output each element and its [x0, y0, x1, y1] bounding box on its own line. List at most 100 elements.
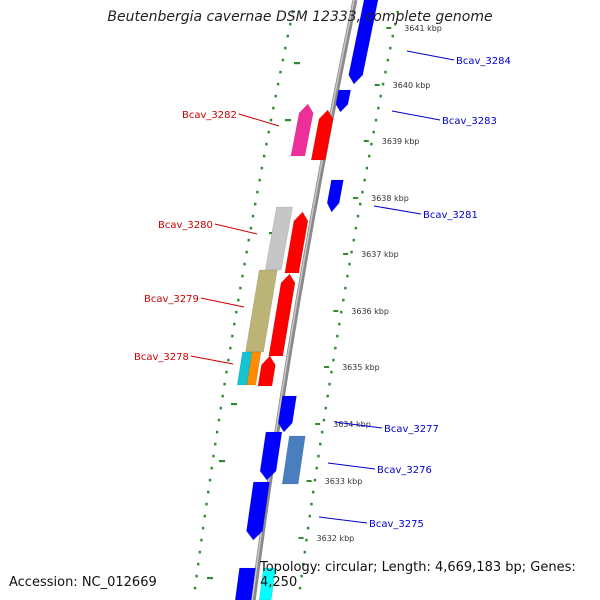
kbp-tick-label: 3636 kbp	[351, 307, 389, 316]
tick-mark	[298, 537, 304, 539]
ring-dash	[328, 382, 331, 386]
topology-text: Topology: circular; Length: 4,669,183 bp…	[260, 560, 576, 590]
label-leader	[327, 462, 376, 470]
ring-dash	[334, 346, 337, 350]
ring-dash	[342, 298, 345, 302]
ring-dash	[239, 286, 242, 290]
ring-dash	[219, 406, 222, 410]
ring-dash	[391, 34, 394, 38]
ring-dash	[356, 214, 360, 218]
ring-dash	[286, 34, 289, 38]
ring-dash	[212, 454, 215, 458]
gene-arrow	[245, 269, 278, 353]
ring-dash	[215, 430, 219, 434]
label-leader	[391, 110, 441, 121]
gene-arrow	[284, 211, 309, 274]
ring-dash	[336, 334, 339, 338]
gene-label-right: Bcav_3281	[423, 210, 478, 221]
gene-label-right: Bcav_3277	[384, 424, 439, 435]
ring-dash	[294, 62, 300, 65]
ring-dash	[274, 94, 277, 98]
ring-dash	[389, 46, 392, 50]
ring-dash	[235, 310, 238, 314]
ring-dash	[258, 178, 261, 182]
ring-dash	[379, 94, 382, 98]
gene-arrow	[281, 435, 306, 485]
ring-dash	[272, 106, 275, 110]
gene-label-left: Bcav_3282	[182, 110, 237, 121]
ring-dash	[251, 214, 255, 218]
tick-mark	[343, 253, 349, 255]
gene-arrow	[326, 179, 344, 213]
ring-dash	[281, 58, 285, 62]
ring-dash	[310, 502, 313, 506]
gene-label-right: Bcav_3275	[369, 519, 424, 530]
ring-dash	[346, 274, 349, 278]
ring-dash	[330, 370, 333, 374]
ring-dash	[285, 119, 291, 122]
ring-dash	[354, 226, 358, 230]
ring-dash	[377, 106, 380, 110]
gene-label-left: Bcav_3278	[134, 352, 189, 363]
tick-mark	[353, 197, 359, 199]
ring-dash	[374, 118, 378, 122]
ring-dash	[348, 262, 351, 266]
ring-dash	[352, 238, 355, 242]
ring-dash	[241, 274, 244, 278]
ring-dash	[195, 574, 198, 578]
ring-dash	[312, 490, 315, 494]
ring-dash	[208, 478, 212, 482]
ring-dash	[200, 538, 203, 542]
ring-dash	[219, 460, 225, 463]
label-leader	[200, 297, 245, 308]
ring-dash	[269, 118, 273, 122]
gene-label-left: Bcav_3279	[144, 294, 199, 305]
ring-dash	[372, 130, 375, 134]
ring-dash	[386, 58, 390, 62]
ring-dash	[313, 478, 317, 482]
gene-arrow	[264, 206, 293, 271]
ring-dash	[247, 238, 250, 242]
gene-label-left: Bcav_3280	[158, 220, 213, 231]
label-leader	[238, 113, 280, 127]
kbp-tick-label: 3635 kbp	[342, 363, 380, 372]
gene-arrow	[348, 0, 379, 85]
ring-dash	[361, 190, 364, 194]
accession-text: Accession: NC_012669	[9, 575, 157, 590]
gene-label-right: Bcav_3276	[377, 465, 432, 476]
tick-mark	[324, 366, 330, 368]
ring-dash	[298, 586, 302, 590]
gene-arrow	[234, 567, 256, 600]
label-leader	[334, 421, 383, 429]
ring-dash	[193, 586, 197, 590]
ring-dash	[326, 394, 329, 398]
kbp-tick-label: 3638 kbp	[371, 194, 409, 203]
ring-dash	[233, 322, 236, 326]
gene-arrow	[258, 567, 276, 600]
ring-dash	[254, 202, 257, 206]
label-leader	[214, 223, 258, 235]
label-leader	[318, 516, 368, 524]
gene-arrow	[310, 109, 334, 161]
ring-dash	[340, 310, 343, 314]
ring-dash	[338, 322, 341, 326]
ring-dash	[305, 538, 308, 542]
kbp-tick-label: 3640 kbp	[393, 81, 431, 90]
ring-dash	[245, 250, 248, 254]
ring-dash	[249, 226, 253, 230]
ring-dash	[384, 70, 387, 74]
gene-arrow	[277, 395, 297, 433]
ring-dash	[303, 550, 307, 554]
ring-dash	[319, 442, 322, 446]
ring-dash	[289, 22, 292, 26]
ring-dash	[320, 430, 324, 434]
ring-dash	[350, 250, 353, 254]
ring-dash	[308, 514, 312, 518]
ring-dash	[291, 10, 294, 14]
ring-dash	[344, 286, 347, 290]
gene-labels: Bcav_3282 Bcav_3280 Bcav_3279 Bcav_3278 Bcav…	[134, 50, 511, 530]
ring-dash	[231, 403, 237, 406]
ring-dash	[256, 190, 259, 194]
ring-dash	[301, 562, 305, 566]
